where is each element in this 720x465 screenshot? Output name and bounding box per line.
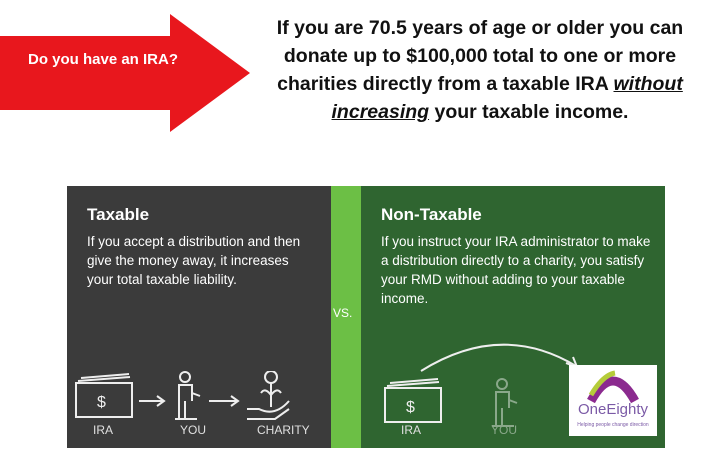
red-arrow-shape xyxy=(0,14,250,132)
headline-text: If you are 70.5 years of age or older yo… xyxy=(276,17,684,95)
rainbow-arc-icon xyxy=(587,370,639,404)
logo-tagline: Helping people change direction xyxy=(577,422,649,428)
ira-question-callout: Do you have an IRA? xyxy=(27,51,179,68)
taxable-body: If you accept a distribution and then gi… xyxy=(87,234,301,287)
comparison-panel: Taxable If you accept a distribution and… xyxy=(67,186,665,448)
headline: If you are 70.5 years of age or older yo… xyxy=(245,14,715,126)
non-taxable-body: If you instruct your IRA administrator t… xyxy=(381,234,651,306)
you-label: YOU xyxy=(180,423,207,437)
oneeighty-logo: OneEighty Helping people change directio… xyxy=(569,365,657,436)
ira-label: IRA xyxy=(93,423,114,437)
logo-name: OneEighty xyxy=(577,401,649,418)
taxable-panel: Taxable If you accept a distribution and… xyxy=(67,186,331,448)
headline-end: your taxable income. xyxy=(429,101,629,123)
vs-label: VS. xyxy=(333,306,353,320)
taxable-title: Taxable xyxy=(87,205,150,224)
headline-emphasis: without increasing xyxy=(331,73,683,123)
you-label: YOU xyxy=(491,423,518,437)
ira-label: IRA xyxy=(401,423,422,437)
vs-divider: VS. xyxy=(331,186,361,448)
non-taxable-panel: Non-Taxable If you instruct your IRA adm… xyxy=(361,186,665,448)
non-taxable-title: Non-Taxable xyxy=(381,205,482,224)
svg-text:$: $ xyxy=(97,394,106,411)
svg-text:$: $ xyxy=(406,399,415,416)
charity-label: CHARITY xyxy=(257,423,310,437)
ira-you-charity-flow-icon: $ xyxy=(75,371,290,420)
